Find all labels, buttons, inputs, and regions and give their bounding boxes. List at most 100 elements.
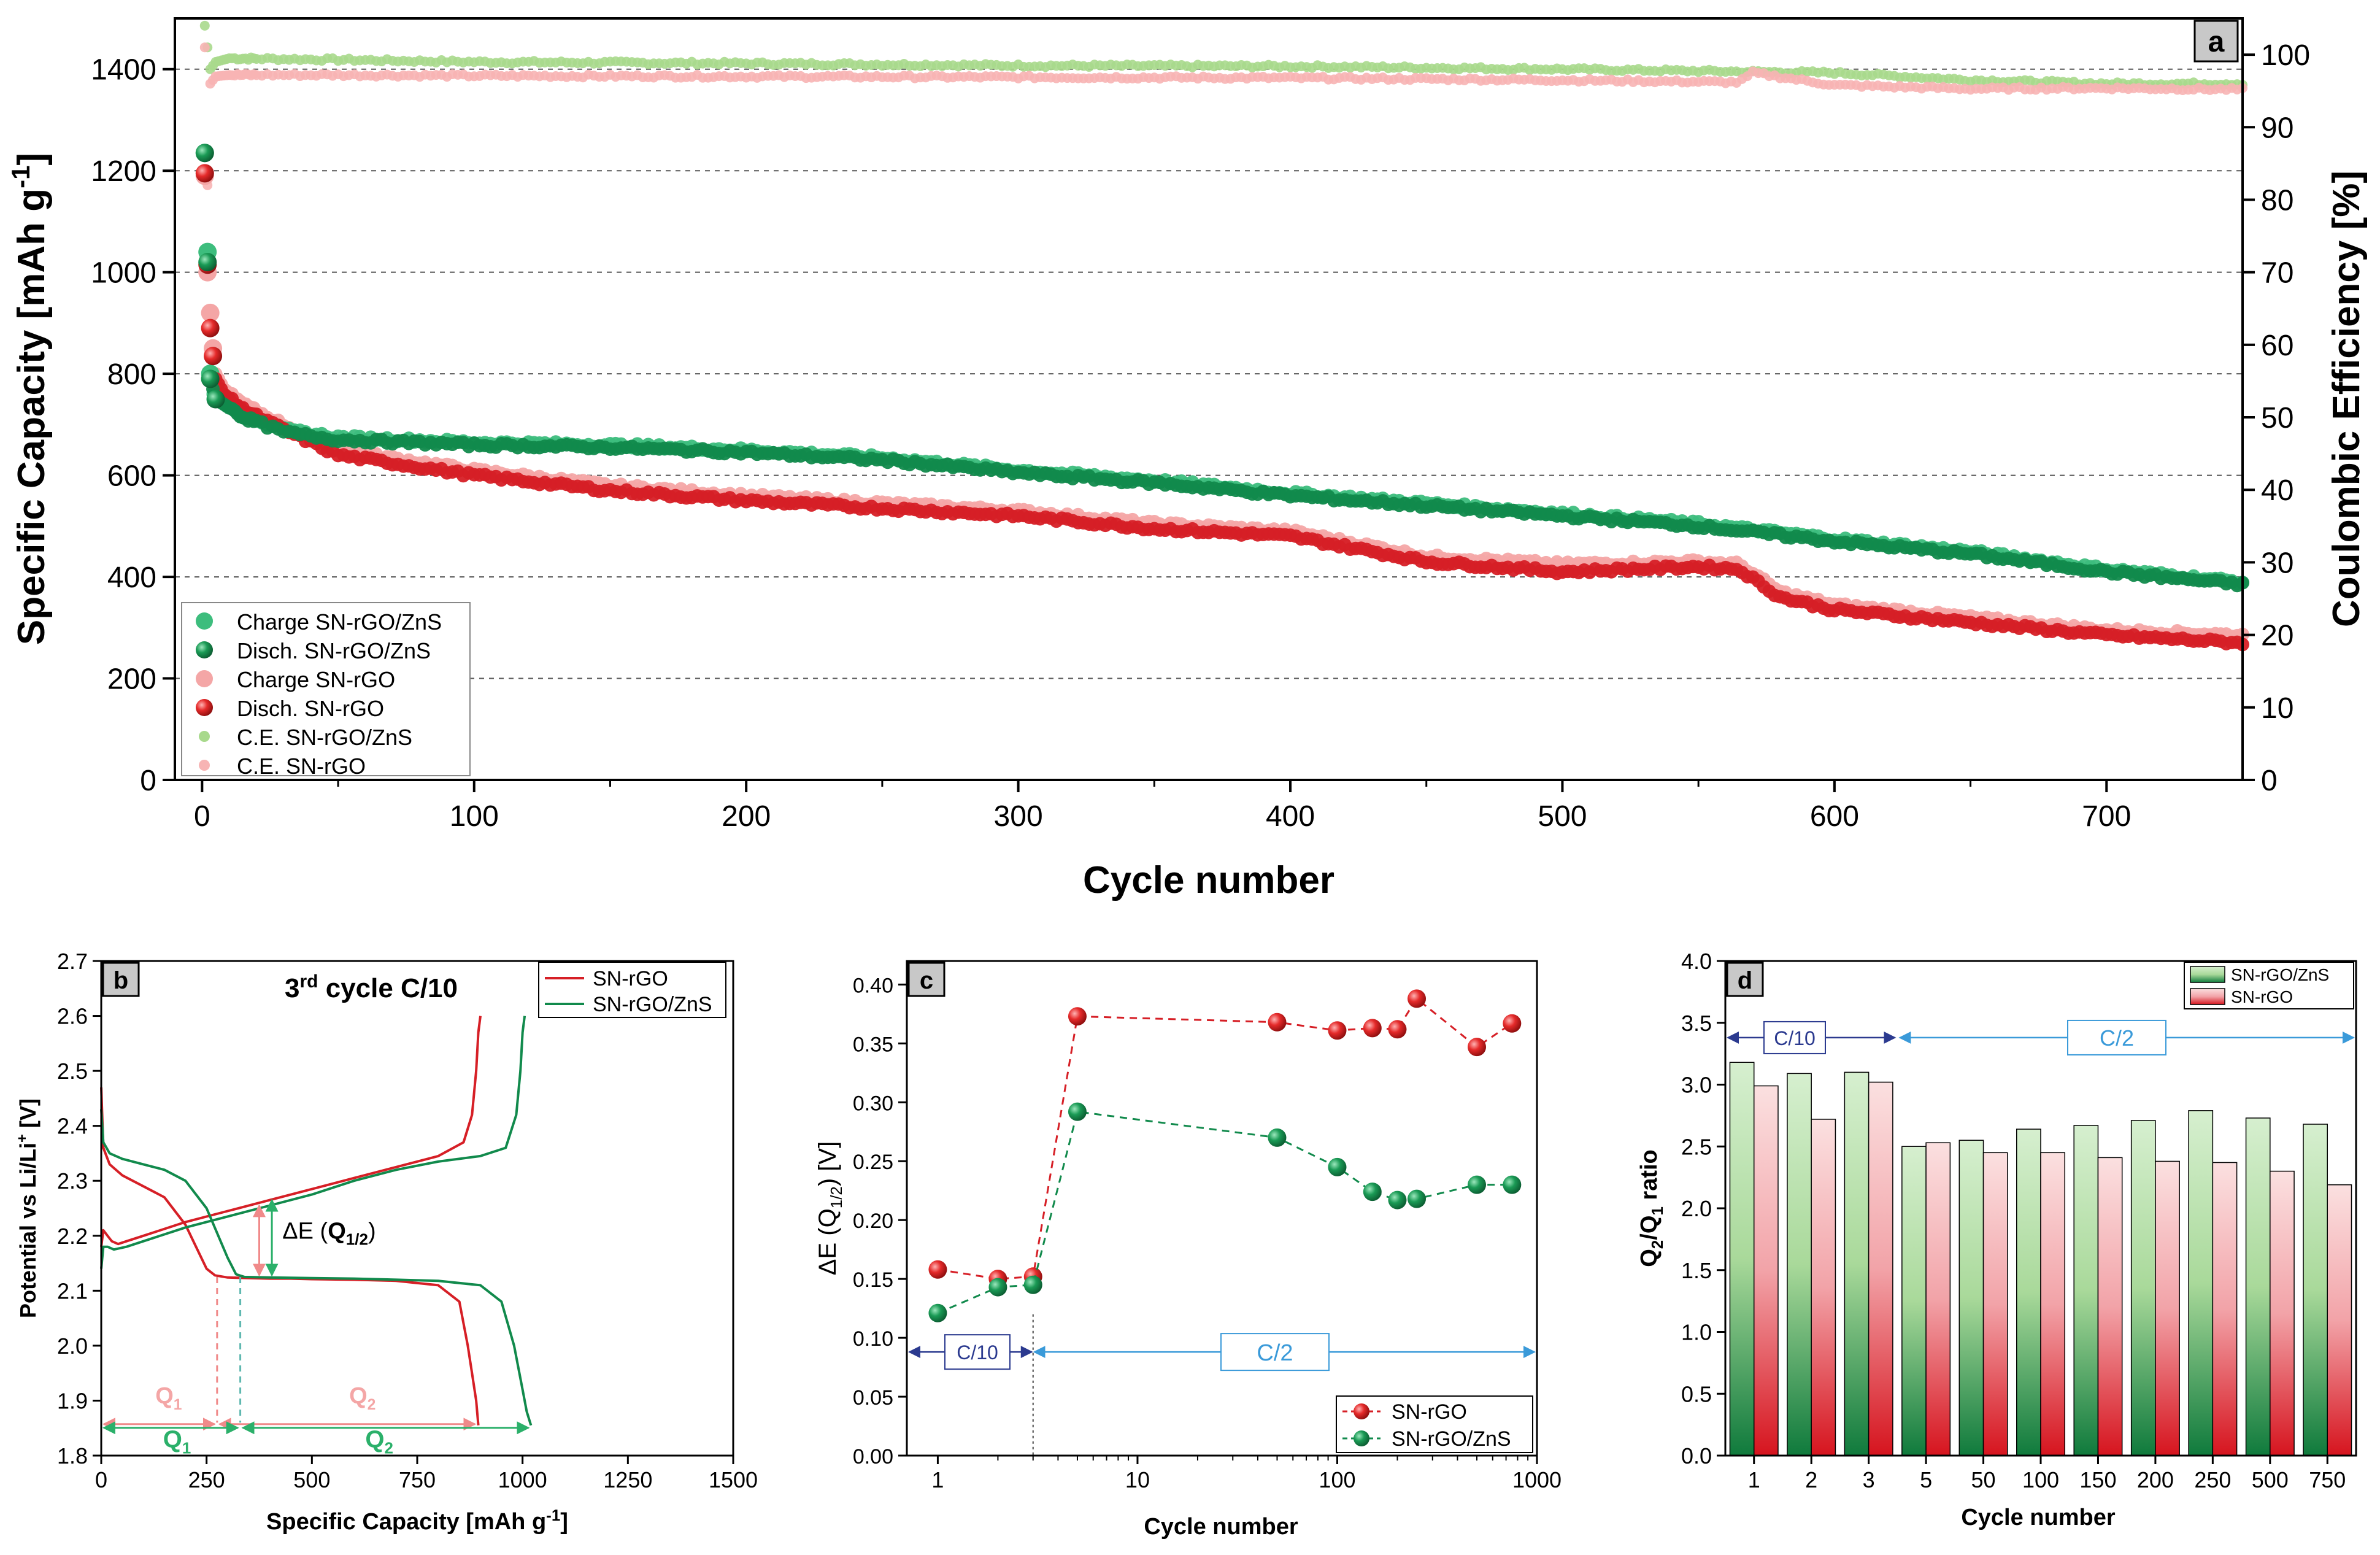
panel-a-initial-point [206, 390, 225, 409]
panel-b-x-tick-label: 250 [188, 1467, 225, 1492]
panel-d-bar-sn-rgo-zns [1958, 1140, 1984, 1456]
panel-d-bar-sn-rgo [1753, 1085, 1779, 1456]
panel-c-c10-box [944, 1334, 1011, 1370]
panel-a-yright-tick-label: 10 [2261, 692, 2293, 725]
panel-d-y-tick-label: 1.5 [1681, 1258, 1712, 1283]
panel-a-legend-text: Disch. SN-rGO/ZnS [237, 638, 431, 663]
panel-a-yleft-tick-label: 600 [107, 460, 156, 493]
panel-c-y-tick-label: 0.40 [853, 974, 893, 997]
panel-a-yleft-tick-label: 0 [140, 765, 156, 797]
panel-c-y-tick-label: 0.35 [853, 1033, 893, 1056]
panel-b-y-tick-label: 1.9 [57, 1388, 88, 1413]
panel-b-label-box: b [102, 962, 140, 997]
panel-a-initial-point [195, 144, 214, 163]
panel-b-label: b [114, 967, 128, 994]
panel-c-ylabel: ΔE (Q1/2) [V] [814, 1141, 845, 1275]
panel-a-legend-marker [199, 760, 210, 771]
panel-c-y-tick-label: 0.30 [853, 1092, 893, 1115]
panel-a-yright-tick-label: 40 [2261, 474, 2293, 507]
panel-c-data-point [1408, 989, 1427, 1008]
panel-d-label: d [1738, 967, 1752, 994]
panel-a-legend-marker [196, 612, 213, 630]
panel-c-data-point [1468, 1038, 1487, 1057]
panel-c-x-tick-label: 10 [1125, 1467, 1150, 1492]
panel-d-legend: SN-rGO/ZnS SN-rGO [2184, 962, 2354, 1009]
panel-d-x-tick-label: 150 [2079, 1467, 2116, 1492]
panel-c-x-tick-label: 1000 [1512, 1467, 1562, 1492]
panel-d-y-tick-label: 1.0 [1681, 1320, 1712, 1345]
panel-b-curve-discharge-sn-rgo-zns [100, 1109, 533, 1426]
panel-d-bar-sn-rgo-zns [1901, 1146, 1927, 1456]
panel-a-ylabel-right: Coulombic Efficiency [%] [2325, 171, 2368, 627]
panel-d-x-tick-label: 750 [2309, 1467, 2346, 1492]
panel-c-legend-marker [1354, 1430, 1369, 1446]
panel-b-q1-label-green: Q1 [163, 1426, 191, 1457]
panel-a-x-tick-label: 700 [2082, 800, 2131, 833]
panel-a-series-charge-sn-rgo [195, 166, 2249, 644]
panel-d-x-tick-label: 500 [2252, 1467, 2289, 1492]
panel-b-y-tick-label: 2.2 [57, 1224, 88, 1249]
panel-a-axes: 0 100 200 300 400 500 600 700020040060080010001… [91, 39, 2310, 833]
panel-a-yleft-tick-label: 1400 [91, 54, 156, 87]
panel-b-x-tick-label: 1500 [709, 1467, 758, 1492]
panel-a-label-box: a [2193, 20, 2239, 63]
panel-c-y-tick-label: 0.20 [853, 1210, 893, 1233]
panel-c-data-point [1363, 1019, 1382, 1038]
panel-a-frame [174, 17, 2244, 781]
panel-b-ylabel: Potential vs Li/Li+ [V] [14, 1098, 40, 1318]
panel-d-legend-text: SN-rGO/ZnS [2231, 965, 2329, 984]
panel-c-c2-label: C/2 [1257, 1340, 1293, 1366]
panel-d-bar-sn-rgo-zns [2073, 1125, 2099, 1456]
panel-b-title: 3rd cycle C/10 [285, 971, 458, 1003]
panel-c-data-point [988, 1278, 1007, 1297]
panel-a-x-tick-label: 300 [994, 800, 1043, 833]
panel-d-bar-sn-rgo [2270, 1170, 2295, 1456]
panel-a-legend-text: C.E. SN-rGO [237, 754, 366, 779]
panel-d-bar-sn-rgo [2212, 1162, 2238, 1456]
panel-c-xlabel: Cycle number [1144, 1514, 1298, 1540]
panel-d-bar-sn-rgo [2097, 1157, 2123, 1456]
panel-a-x-tick-label: 200 [722, 800, 771, 833]
panel-c-data-point [1503, 1175, 1522, 1194]
panel-a-yright-tick-label: 100 [2261, 39, 2310, 72]
panel-d-bar-sn-rgo [2155, 1160, 2180, 1456]
panel-a-yright-tick-label: 60 [2261, 330, 2293, 362]
panel-a-xlabel: Cycle number [1083, 859, 1334, 901]
panel-a-initial-point [198, 253, 217, 272]
panel-b-y-tick-label: 2.4 [57, 1114, 88, 1139]
panel-a-yleft-tick-label: 1000 [91, 257, 156, 290]
panel-c-data-point [1408, 1189, 1427, 1208]
panel-d-x-tick-label: 5 [1920, 1467, 1932, 1492]
panel-c-data-point [1068, 1102, 1087, 1121]
panel-a-yleft-tick-label: 800 [107, 358, 156, 391]
panel-d-x-tick-label: 2 [1805, 1467, 1817, 1492]
panel-d-series [1729, 1062, 2352, 1456]
panel-c-c10-label: C/10 [957, 1341, 998, 1364]
panel-a-initial-point [201, 318, 220, 338]
panel-a-yright-tick-label: 50 [2261, 402, 2293, 434]
panel-d-y-tick-label: 4.0 [1681, 949, 1712, 974]
panel-c-y-tick-label: 0.15 [853, 1268, 893, 1292]
panel-c-data-point [1328, 1021, 1347, 1040]
panel-b-x-tick-label: 500 [293, 1467, 330, 1492]
panel-b-y-tick-label: 2.0 [57, 1333, 88, 1359]
panel-a-series [195, 20, 2249, 652]
panel-d-ylabel: Q2/Q1 ratio [1636, 1149, 1666, 1267]
panel-c-data-point [1268, 1013, 1287, 1032]
panel-d-legend-swatch [2190, 966, 2225, 983]
panel-d-y-tick-label: 2.5 [1681, 1134, 1712, 1159]
panel-a-legend-text: Disch. SN-rGO [237, 696, 384, 721]
panel-d-label-box: d [1726, 962, 1764, 997]
panel-b-x-tick-label: 0 [95, 1467, 107, 1492]
panel-d-y-tick-label: 0.5 [1681, 1381, 1712, 1406]
panel-d-bar-sn-rgo-zns [2016, 1129, 2041, 1456]
panel-a-legend-marker [196, 699, 213, 716]
panel-c-data-point [1388, 1190, 1407, 1210]
panel-d-y-tick-label: 0.0 [1681, 1443, 1712, 1468]
panel-d-bar-sn-rgo-zns [1844, 1071, 1870, 1456]
panel-c-legend-marker [1354, 1403, 1369, 1419]
panel-a-initial-point [201, 369, 220, 388]
panel-a-x-tick-label: 100 [450, 800, 499, 833]
panel-d-bar-sn-rgo [2327, 1184, 2352, 1456]
